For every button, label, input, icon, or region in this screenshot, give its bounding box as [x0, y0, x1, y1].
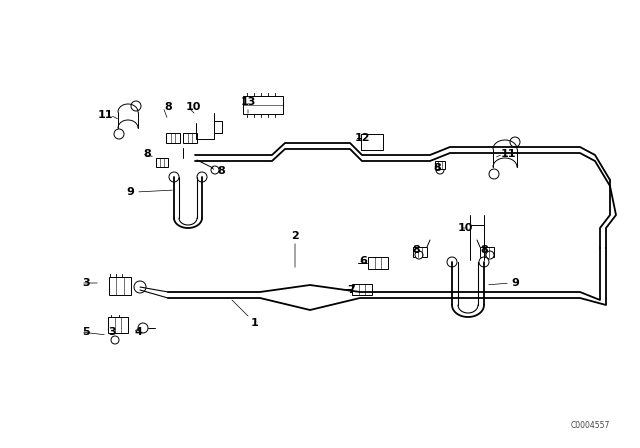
Text: 8: 8: [433, 163, 441, 173]
Text: 9: 9: [126, 187, 134, 197]
Text: 11: 11: [500, 149, 516, 159]
Bar: [243, 96, 283, 114]
Bar: [183, 133, 197, 143]
Text: 1: 1: [251, 318, 259, 328]
Circle shape: [211, 166, 219, 174]
Text: 8: 8: [412, 245, 420, 255]
Circle shape: [436, 166, 444, 174]
Circle shape: [479, 257, 489, 267]
Bar: [109, 277, 131, 295]
Text: 5: 5: [82, 327, 90, 337]
Text: 7: 7: [347, 285, 355, 295]
Text: C0004557: C0004557: [571, 421, 610, 430]
Text: 8: 8: [164, 102, 172, 112]
Bar: [361, 134, 383, 150]
Circle shape: [489, 169, 499, 179]
Text: 8: 8: [143, 149, 151, 159]
Text: 2: 2: [291, 231, 299, 241]
Bar: [108, 317, 128, 333]
Bar: [413, 247, 427, 257]
Bar: [480, 247, 494, 257]
Circle shape: [197, 172, 207, 182]
Circle shape: [111, 336, 119, 344]
Circle shape: [131, 101, 141, 111]
Circle shape: [447, 257, 457, 267]
Text: 3: 3: [82, 278, 90, 288]
Circle shape: [134, 281, 146, 293]
Bar: [156, 158, 168, 167]
Bar: [166, 133, 180, 143]
Text: 6: 6: [359, 256, 367, 266]
Text: 3: 3: [108, 327, 116, 337]
Text: 12: 12: [355, 133, 370, 143]
Circle shape: [415, 251, 423, 259]
Circle shape: [486, 251, 494, 259]
Text: 10: 10: [458, 223, 473, 233]
Circle shape: [169, 172, 179, 182]
Text: 4: 4: [134, 327, 142, 337]
Text: 8: 8: [217, 166, 225, 176]
Bar: [435, 161, 445, 169]
Text: 11: 11: [97, 110, 113, 120]
Circle shape: [114, 129, 124, 139]
Text: 9: 9: [511, 278, 519, 288]
Text: 8: 8: [480, 245, 488, 255]
Text: 10: 10: [186, 102, 201, 112]
Bar: [352, 284, 372, 294]
Circle shape: [138, 323, 148, 333]
Text: 13: 13: [240, 97, 256, 107]
Bar: [368, 257, 388, 269]
Circle shape: [510, 137, 520, 147]
